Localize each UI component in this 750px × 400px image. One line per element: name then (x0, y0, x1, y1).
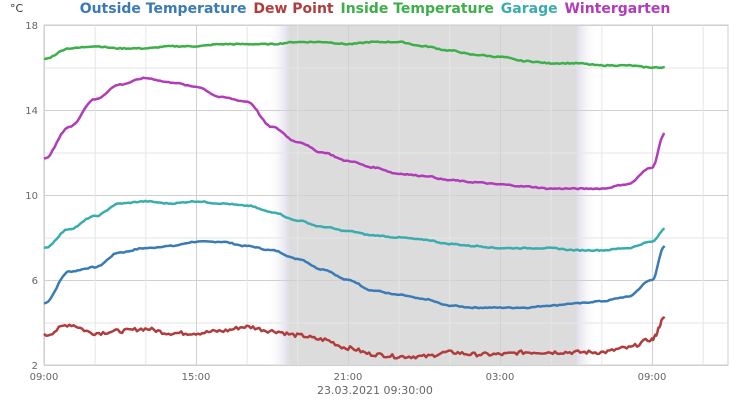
x-tick-label: 03:00 (486, 372, 515, 383)
legend-entry-outside-temperature[interactable]: Outside Temperature (79, 1, 247, 17)
x-tick-label: 09:00 (30, 372, 59, 383)
timestamp-footer: 23.03.2021 09:30:00 (317, 384, 433, 397)
y-tick-label: 6 (32, 276, 38, 287)
series-line-outside-temperature (43, 240, 666, 310)
series-line-garage (43, 199, 665, 253)
legend-entry-inside-temperature[interactable]: Inside Temperature (340, 1, 494, 17)
y-tick-label: 10 (25, 191, 38, 202)
legend-entry-dew-point[interactable]: Dew Point (253, 1, 334, 17)
series-line-dew-point (43, 316, 666, 360)
y-axis-ticks: 2 6 10 14 18 (25, 21, 38, 372)
y-tick-label: 2 (32, 361, 38, 372)
legend: Outside Temperature Dew Point Inside Tem… (0, 1, 750, 17)
x-axis-ticks: 09:00 15:00 21:00 03:00 09:00 (30, 372, 667, 383)
series-line-wintergarten (43, 76, 666, 191)
x-tick-label: 15:00 (182, 372, 211, 383)
x-tick-label: 21:00 (334, 372, 363, 383)
y-tick-label: 14 (25, 106, 38, 117)
series-lines (43, 40, 666, 360)
series-line-inside-temperature (43, 40, 666, 70)
y-axis-unit: °C (10, 2, 24, 15)
y-tick-label: 18 (25, 21, 38, 32)
gridlines (44, 25, 728, 366)
x-tick-label: 09:00 (638, 372, 667, 383)
legend-entry-garage[interactable]: Garage (500, 1, 558, 17)
legend-entry-wintergarten[interactable]: Wintergarten (564, 1, 671, 17)
